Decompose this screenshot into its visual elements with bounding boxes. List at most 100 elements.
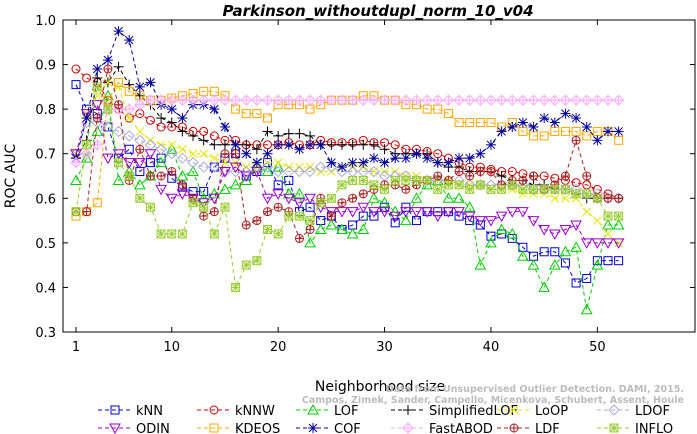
point-LOF-17: [240, 174, 253, 185]
point-FastABOD-44: [527, 94, 540, 106]
point-LDF-2: [82, 207, 92, 217]
point-FastABOD-34: [421, 94, 433, 106]
legend-marker-LOF: [307, 403, 319, 415]
point-ODIN-9: [155, 184, 167, 196]
point-SimplifiedLOF-28: [358, 139, 369, 150]
x-axis-label: Neighborhood size: [315, 379, 445, 395]
point-kNN-39: [475, 220, 485, 230]
point-SimplifiedLOF-20: [273, 130, 284, 141]
point-FastABOD-8: [144, 94, 157, 106]
legend-label: LoOP: [535, 404, 568, 419]
point-LoOP-51: [603, 229, 613, 239]
point-FastABOD-38: [463, 94, 476, 106]
point-LOF-31: [389, 205, 402, 217]
legend-marker-SimplifiedLOF: [403, 405, 413, 415]
point-INFLO-34: [422, 175, 432, 185]
point-kNN-6: [124, 144, 134, 154]
point-SimplifiedLOF-14: [209, 139, 220, 150]
point-LDF-49: [582, 171, 592, 181]
point-ODIN-15: [219, 167, 231, 178]
series-line-INFLO: [75, 85, 619, 290]
point-ODIN-52: [612, 238, 625, 249]
point-COF-2: [81, 113, 92, 124]
point-SimplifiedLOF-19: [262, 126, 273, 137]
point-INFLO-28: [358, 175, 368, 185]
point-kNN-48: [571, 278, 581, 288]
point-LDF-22: [294, 233, 304, 243]
point-SimplifiedLOF-9: [156, 113, 167, 124]
point-FastABOD-32: [400, 94, 412, 106]
point-FastABOD-25: [325, 94, 338, 106]
x-tick-label: 1: [72, 340, 80, 355]
point-FastABOD-11: [176, 94, 189, 106]
point-LOF-44: [527, 259, 540, 270]
point-COF-8: [145, 77, 156, 88]
point-KDEOS-37: [454, 118, 464, 128]
point-FastABOD-14: [208, 94, 221, 106]
point-INFLO-7: [135, 193, 145, 203]
point-SimplifiedLOF-13: [198, 135, 209, 146]
legend-marker-FastABOD: [402, 422, 414, 434]
point-ODIN-47: [559, 224, 572, 236]
point-LOF-48: [570, 241, 582, 252]
point-INFLO-11: [177, 229, 187, 239]
point-COF-15: [219, 121, 230, 132]
point-LOF-51: [602, 218, 614, 230]
point-LOF-9: [155, 156, 167, 168]
point-KDEOS-5: [114, 77, 124, 87]
point-FastABOD-1: [70, 156, 82, 169]
point-ODIN-38: [463, 211, 476, 223]
point-LoOP-12: [188, 149, 198, 159]
point-ODIN-37: [453, 207, 465, 218]
point-INFLO-47: [560, 184, 570, 194]
point-INFLO-44: [529, 184, 539, 194]
point-LOF-7: [133, 178, 146, 190]
legend-marker-COF: [308, 423, 318, 433]
point-SimplifiedLOF-3: [92, 72, 103, 83]
point-COF-23: [305, 139, 316, 150]
point-INFLO-50: [592, 193, 602, 203]
point-SimplifiedLOF-17: [241, 139, 252, 150]
point-LDF-23: [305, 224, 315, 234]
legend-entry-LDOF: LDOF: [597, 404, 670, 419]
legend-label: LOF: [334, 404, 359, 419]
point-COF-32: [400, 153, 411, 164]
point-SimplifiedLOF-21: [283, 128, 294, 139]
y-tick-label: 0.7: [35, 148, 56, 163]
legend-entry-ODIN: ODIN: [98, 422, 170, 434]
point-KDEOS-3: [92, 198, 102, 208]
point-LDOF-17: [240, 165, 252, 178]
point-FastABOD-43: [517, 94, 529, 106]
point-kNN-49: [582, 274, 592, 284]
point-FastABOD-36: [442, 94, 455, 106]
point-KDEOS-38: [465, 118, 475, 128]
point-LoOP-49: [582, 207, 592, 217]
point-FastABOD-49: [581, 94, 593, 106]
point-LoOP-10: [167, 140, 177, 150]
point-KDEOS-47: [560, 126, 570, 136]
legend-label: kNNW: [235, 404, 275, 419]
point-INFLO-41: [497, 184, 507, 194]
point-INFLO-38: [465, 184, 475, 194]
point-ODIN-5: [112, 149, 125, 160]
point-KDEOS-40: [486, 118, 496, 128]
point-FastABOD-37: [453, 94, 465, 106]
point-ODIN-35: [431, 211, 444, 223]
point-INFLO-43: [518, 184, 528, 194]
point-ODIN-11: [176, 189, 189, 200]
point-INFLO-33: [411, 175, 421, 185]
point-COF-35: [432, 157, 443, 168]
point-LoOP-20: [273, 158, 283, 167]
point-LOF-36: [442, 192, 455, 203]
point-LOF-30: [378, 196, 391, 208]
point-KDEOS-17: [241, 109, 251, 119]
point-ODIN-1: [70, 149, 82, 160]
point-FastABOD-51: [602, 94, 614, 106]
point-COF-3: [92, 64, 103, 75]
point-SimplifiedLOF-15: [219, 139, 230, 150]
point-FastABOD-33: [410, 94, 423, 106]
point-kNN-13: [199, 187, 209, 197]
point-LDOF-14: [208, 161, 221, 173]
point-ODIN-6: [123, 158, 136, 169]
point-LDF-4: [103, 64, 113, 74]
